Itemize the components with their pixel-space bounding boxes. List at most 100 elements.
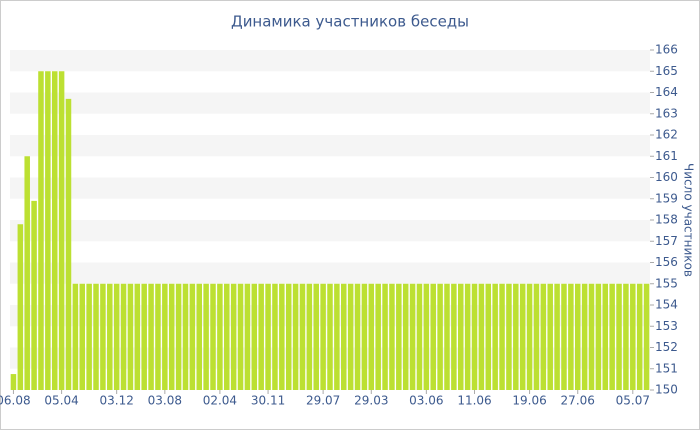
x-tick-label: 30.11 [251,394,285,408]
x-tick-label: 29.03 [354,394,388,408]
bar [354,283,361,390]
bar [616,283,622,390]
y-tick-label: 153 [655,319,678,333]
y-tick-label: 163 [655,106,678,120]
y-tick-label: 161 [655,149,678,163]
x-tick-label: 02.04 [203,394,237,408]
bar [437,283,443,390]
bar [17,224,24,390]
bar [526,283,533,390]
bar [299,283,306,390]
bars [10,71,650,390]
bar [182,283,189,390]
grid-band [10,92,650,114]
bar [320,283,326,390]
y-tick-label: 158 [655,213,678,227]
bar [506,283,512,390]
grid-band [10,220,650,242]
y-tick-label: 164 [655,85,678,99]
x-tick-label: 06.08 [0,394,31,408]
x-tick-label: 05.04 [44,394,78,408]
bar [244,283,251,390]
bar [258,283,264,390]
bar [416,283,423,390]
bar [341,283,347,390]
chart-title: Динамика участников беседы [231,13,469,31]
y-tick-label: 150 [655,383,678,397]
y-tick-label: 157 [655,234,678,248]
bar [554,283,560,390]
x-tick-label: 03.08 [148,394,182,408]
bar [86,283,92,390]
bar [65,98,72,390]
bar [602,283,609,390]
bar [79,283,86,390]
bar [10,374,17,390]
x-tick-label: 19.06 [512,394,546,408]
y-tick-label: 165 [655,64,678,78]
bar [423,283,430,390]
bar [375,283,381,390]
bar [230,283,237,390]
bar [430,283,436,390]
bar [402,283,409,390]
y-tick-label: 160 [655,170,678,184]
bar [189,283,196,390]
bar [272,283,278,390]
bar [389,283,395,390]
y-tick-label: 151 [655,361,678,375]
y-axis-label: Число участников [682,163,696,277]
bar [588,283,595,390]
bar [499,283,505,390]
x-tick-label: 05.07 [616,394,650,408]
bar [368,283,375,390]
y-tick-label: 162 [655,128,678,142]
y-tick-label: 156 [655,255,678,269]
bar [251,283,258,390]
bar [623,283,629,390]
bar [382,283,388,390]
bar [58,71,65,390]
bar [519,283,526,390]
bar [409,283,416,390]
bar [492,283,498,390]
bar [471,283,478,390]
y-tick-label: 152 [655,340,678,354]
bar [31,200,37,390]
bar [451,283,457,390]
bar [134,283,141,390]
bar [595,283,602,390]
bar [72,283,79,390]
bar [313,283,319,390]
labels: 150 151 152 153 154 155 156 157 158 159 160 161 162 1… [0,43,678,408]
bar [100,283,106,390]
y-tick-label: 154 [655,298,678,312]
bar [168,283,175,390]
x-tick-label: 27.06 [561,394,595,408]
bar [265,283,271,390]
bar [643,283,650,390]
bar [224,283,230,390]
bar [464,283,471,390]
bar [292,283,299,390]
bar [285,283,292,390]
bar [210,283,216,390]
bar [120,283,127,390]
grid-band [10,135,650,157]
bar [217,283,223,390]
bar [148,283,154,390]
bar [574,283,581,390]
bar [540,283,547,390]
y-tick-label: 159 [655,191,678,205]
bar [458,283,464,390]
x-tick-label: 03.12 [99,394,133,408]
x-tick-label: 29.07 [306,394,340,408]
bar [327,283,333,390]
bar [141,283,147,390]
x-tick-label: 11.06 [457,394,491,408]
grid-band [10,262,650,284]
grid-band [10,177,650,199]
bar [396,283,402,390]
bar [347,283,354,390]
